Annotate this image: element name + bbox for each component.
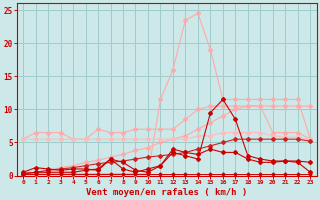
X-axis label: Vent moyen/en rafales ( km/h ): Vent moyen/en rafales ( km/h ): [86, 188, 247, 197]
